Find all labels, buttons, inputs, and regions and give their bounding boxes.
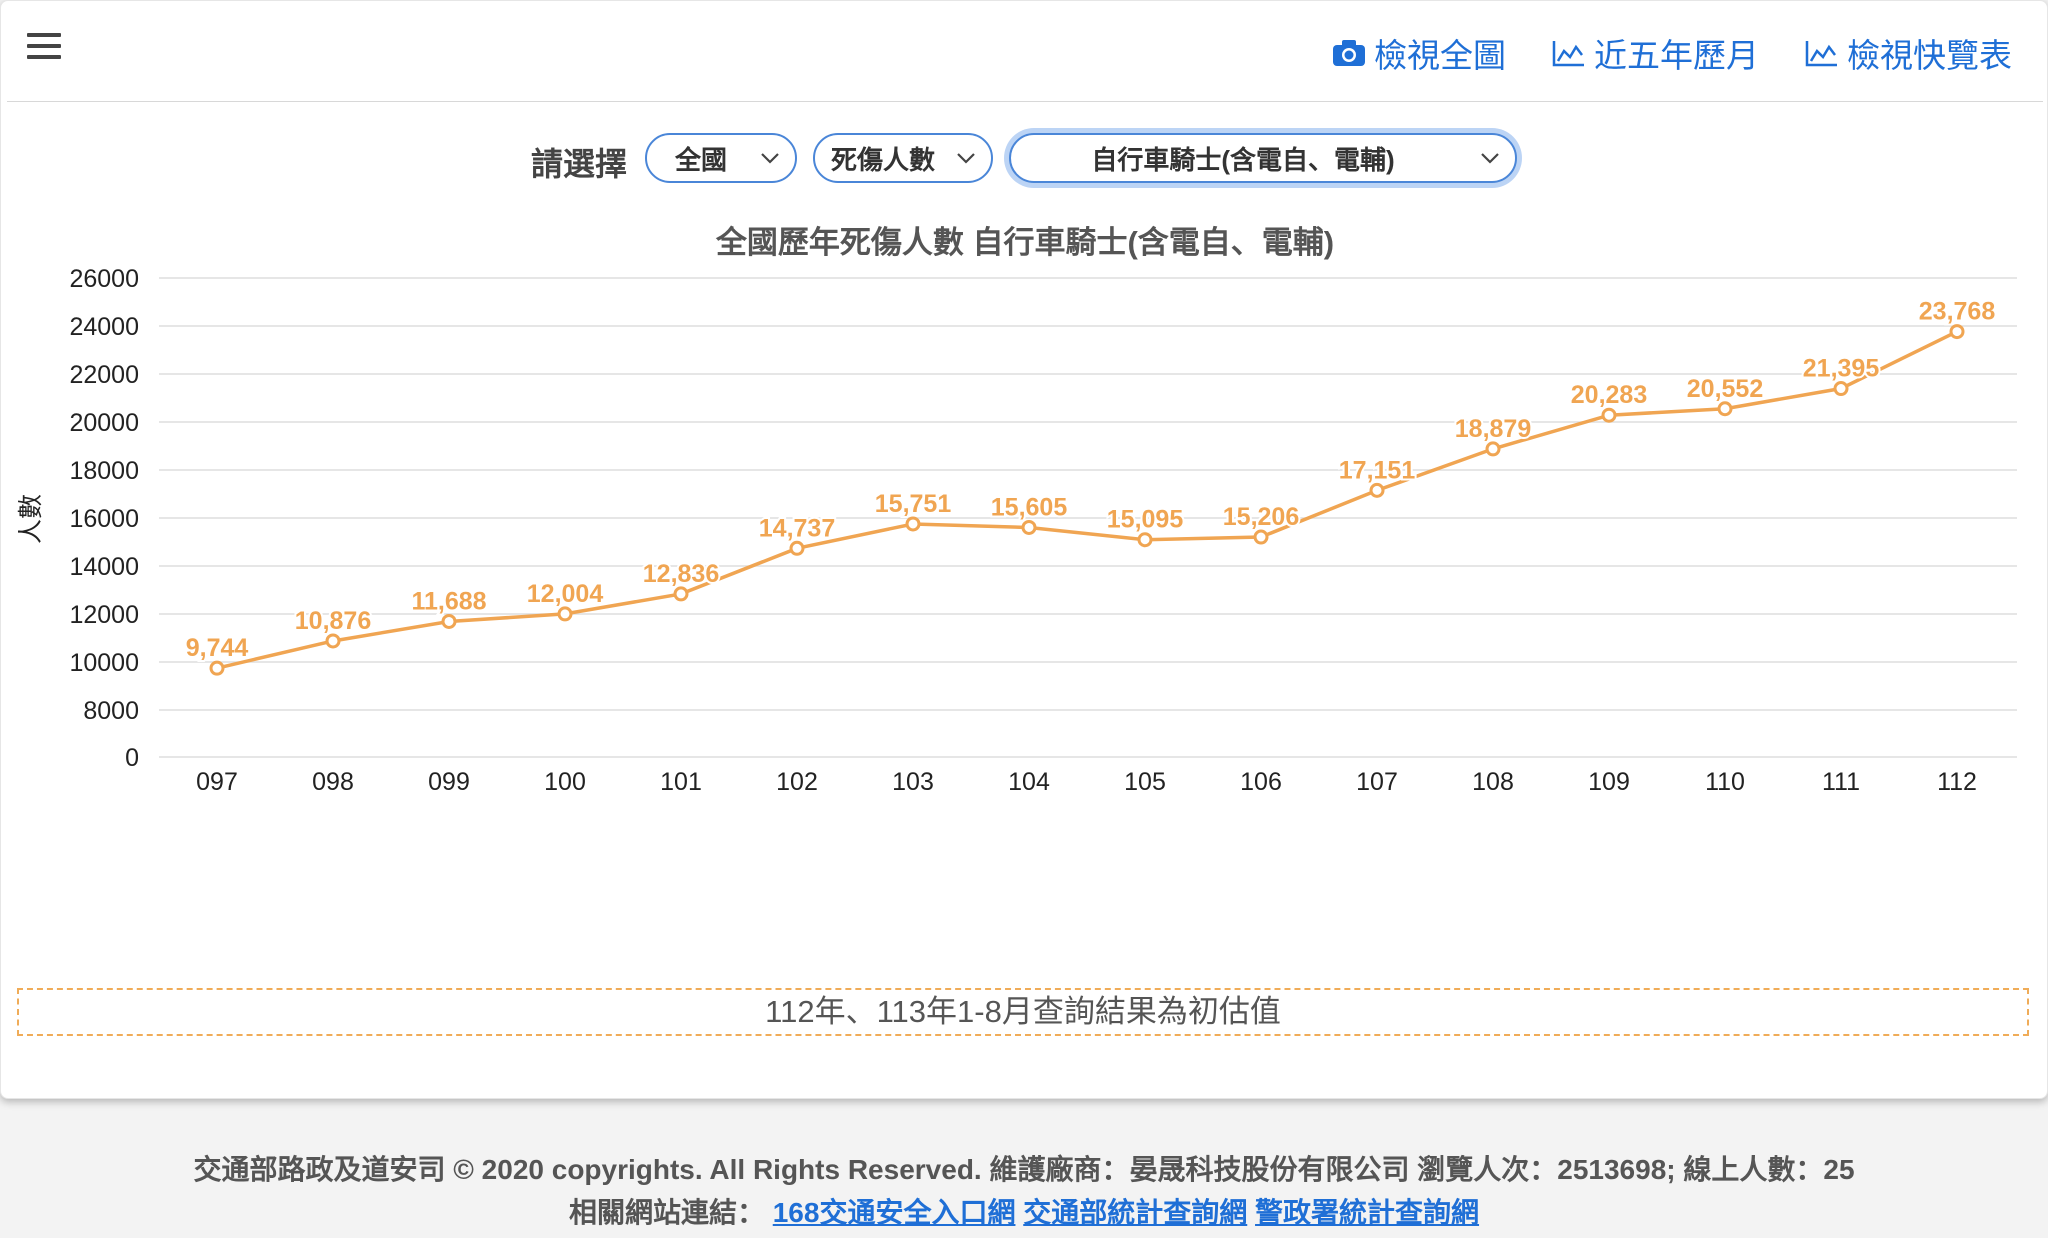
y-tick-label: 24000 — [69, 313, 139, 341]
x-tick-label: 108 — [1472, 768, 1514, 796]
data-point — [1021, 519, 1037, 535]
quick-table-label: 檢視快覽表 — [1847, 37, 2012, 74]
top-bar: 檢視全圖 近五年歷月 檢視快覽表 — [7, 1, 2043, 102]
y-tick-label: 8000 — [83, 697, 139, 725]
filter-bar: 請選擇 全國 死傷人數 自行車騎士(含電自、電輔) — [1, 131, 2048, 189]
data-point — [905, 516, 921, 532]
five-year-monthly-link[interactable]: 近五年歷月 — [1552, 29, 1759, 77]
data-label: 9,744 — [186, 634, 249, 662]
x-tick-label: 102 — [776, 768, 818, 796]
main-card: 檢視全圖 近五年歷月 檢視快覽表 請選擇 全國 死傷人數 — [0, 0, 2048, 1099]
x-tick-label: 098 — [312, 768, 354, 796]
region-select[interactable]: 全國 — [645, 133, 797, 183]
view-full-chart-label: 檢視全圖 — [1374, 37, 1506, 74]
footer-copyright: 交通部路政及道安司 © 2020 copyrights. All Rights … — [193, 1154, 1855, 1185]
region-select-value: 全國 — [674, 144, 727, 175]
data-label: 12,836 — [643, 560, 719, 588]
y-tick-label: 0 — [125, 744, 139, 772]
footer-links-row: 相關網站連結： 168交通安全入口網 交通部統計查詢網 警政署統計查詢網 — [0, 1191, 2048, 1234]
data-label: 20,552 — [1687, 375, 1763, 403]
data-label: 23,768 — [1919, 298, 1996, 326]
filter-label: 請選擇 — [531, 146, 628, 182]
y-tick-label: 26000 — [69, 265, 139, 293]
footer-link-police-stats[interactable]: 警政署統計查詢網 — [1255, 1197, 1480, 1228]
data-point — [1717, 401, 1733, 417]
x-tick-label: 097 — [196, 768, 238, 796]
x-tick-label: 100 — [544, 768, 586, 796]
data-label: 11,688 — [411, 587, 486, 615]
data-point — [1601, 407, 1617, 423]
y-tick-label: 14000 — [69, 553, 139, 581]
data-label: 20,283 — [1571, 381, 1647, 409]
data-point — [1485, 441, 1501, 457]
data-label: 15,751 — [875, 490, 952, 518]
category-select[interactable]: 自行車騎士(含電自、電輔) — [1009, 133, 1517, 183]
data-label: 15,206 — [1223, 503, 1299, 531]
x-tick-label: 107 — [1356, 768, 1398, 796]
view-full-chart-link[interactable]: 檢視全圖 — [1332, 29, 1506, 77]
hamburger-menu-icon[interactable] — [27, 33, 61, 65]
y-axis-label: 人數 — [16, 494, 45, 544]
data-point — [441, 613, 457, 629]
x-tick-label: 110 — [1705, 768, 1745, 796]
data-point — [557, 606, 573, 622]
x-tick-label: 109 — [1588, 768, 1630, 796]
data-label: 15,095 — [1107, 506, 1184, 534]
footer-link-motc-stats[interactable]: 交通部統計查詢網 — [1023, 1197, 1248, 1228]
chart-title: 全國歷年死傷人數 自行車騎士(含電自、電輔) — [715, 225, 1335, 260]
data-label: 21,395 — [1803, 355, 1880, 383]
category-select-value: 自行車騎士(含電自、電輔) — [1091, 144, 1395, 175]
quick-table-link[interactable]: 檢視快覽表 — [1805, 29, 2012, 77]
camera-icon — [1333, 40, 1365, 66]
chevron-down-icon — [761, 153, 779, 164]
data-point — [1137, 532, 1153, 548]
y-tick-label: 22000 — [69, 361, 139, 389]
data-point — [1833, 381, 1849, 397]
data-point — [673, 586, 689, 602]
y-tick-label: 20000 — [69, 409, 139, 437]
data-point — [209, 660, 225, 676]
x-tick-label: 105 — [1124, 768, 1166, 796]
y-tick-label: 18000 — [69, 457, 139, 485]
footer-link-168-portal[interactable]: 168交通安全入口網 — [772, 1197, 1016, 1228]
x-tick-label: 099 — [428, 768, 470, 796]
data-point — [1949, 324, 1965, 340]
data-label: 14,737 — [759, 514, 835, 542]
data-label: 10,876 — [295, 607, 371, 635]
footer-links-label: 相關網站連結： — [568, 1197, 765, 1228]
data-point — [1369, 482, 1385, 498]
chevron-down-icon — [957, 153, 975, 164]
chevron-down-icon — [1481, 153, 1499, 164]
metric-select[interactable]: 死傷人數 — [813, 133, 993, 183]
estimate-note: 112年、113年1-8月查詢結果為初估值 — [17, 988, 2029, 1036]
series-line — [216, 329, 1958, 670]
data-point — [325, 633, 341, 649]
x-tick-label: 101 — [660, 768, 702, 796]
y-tick-label: 10000 — [69, 649, 139, 677]
x-tick-label: 111 — [1822, 768, 1860, 796]
footer: 交通部路政及道安司 © 2020 copyrights. All Rights … — [0, 1148, 2048, 1234]
data-label: 15,605 — [991, 493, 1068, 521]
x-tick-label: 106 — [1240, 768, 1282, 796]
data-label: 12,004 — [527, 580, 604, 608]
area-chart-icon — [1552, 41, 1584, 67]
line-chart: 0 8000 10000 12000 14000 16000 18000 20000 22000… — [16, 265, 2017, 796]
data-label: 17,151 — [1339, 456, 1416, 484]
data-label: 18,879 — [1455, 415, 1531, 443]
five-year-monthly-label: 近五年歷月 — [1594, 37, 1759, 74]
x-tick-label: 112 — [1937, 768, 1977, 796]
metric-select-value: 死傷人數 — [830, 144, 935, 175]
y-tick-label: 16000 — [69, 505, 139, 533]
x-tick-label: 103 — [892, 768, 934, 796]
data-point — [789, 540, 805, 556]
x-tick-label: 104 — [1008, 768, 1050, 796]
area-chart-icon — [1805, 41, 1837, 67]
y-tick-label: 12000 — [69, 601, 139, 629]
data-point — [1253, 529, 1269, 545]
